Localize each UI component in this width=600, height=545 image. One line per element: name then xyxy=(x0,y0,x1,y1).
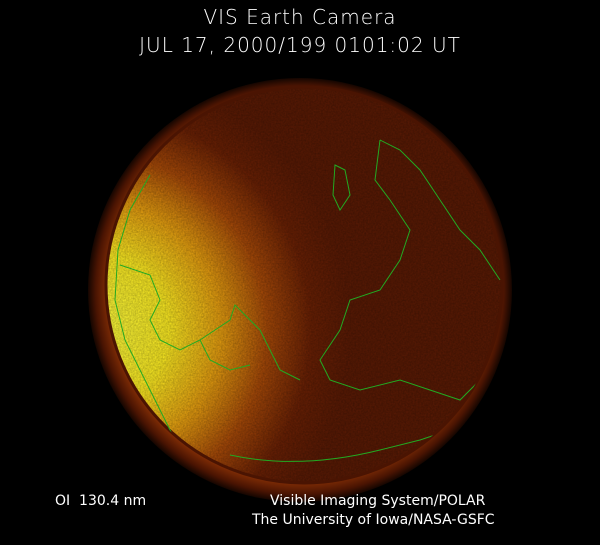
instrument-label: Visible Imaging System/POLAR xyxy=(270,493,486,509)
coastline-overlay xyxy=(114,87,501,462)
image-title: VIS Earth Camera xyxy=(203,5,397,29)
credit-label: The University of Iowa/NASA-GSFC xyxy=(252,512,495,528)
image-timestamp: JUL 17, 2000/199 0101:02 UT xyxy=(139,33,461,57)
terminator-edge xyxy=(104,85,504,485)
noise-texture xyxy=(106,87,502,483)
wavelength-label: OI 130.4 nm xyxy=(55,493,147,509)
